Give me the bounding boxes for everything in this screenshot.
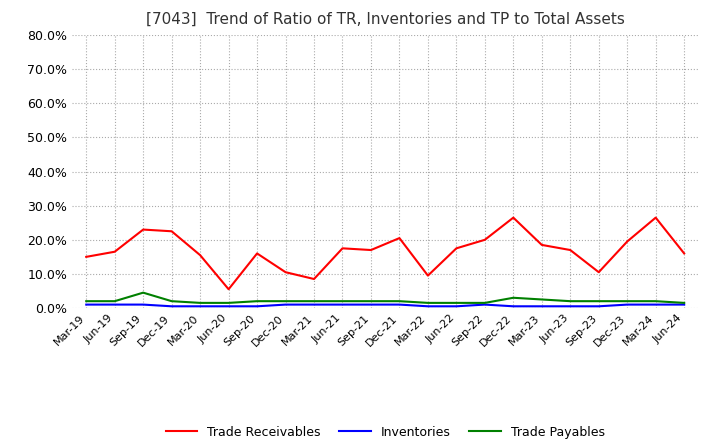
Trade Receivables [623,239,631,244]
Inventories [395,302,404,307]
Trade Payables [423,300,432,305]
Inventories [623,302,631,307]
Trade Receivables [680,251,688,256]
Trade Payables [480,300,489,305]
Title: [7043]  Trend of Ratio of TR, Inventories and TP to Total Assets: [7043] Trend of Ratio of TR, Inventories… [145,12,625,27]
Trade Receivables [82,254,91,260]
Legend: Trade Receivables, Inventories, Trade Payables: Trade Receivables, Inventories, Trade Pa… [161,421,610,440]
Trade Receivables [423,273,432,278]
Trade Receivables [366,247,375,253]
Trade Payables [253,299,261,304]
Trade Payables [82,299,91,304]
Trade Receivables [395,235,404,241]
Trade Payables [623,299,631,304]
Inventories [310,302,318,307]
Trade Payables [509,295,518,301]
Inventories [366,302,375,307]
Trade Payables [225,300,233,305]
Inventories [652,302,660,307]
Inventories [225,304,233,309]
Trade Payables [282,299,290,304]
Inventories [110,302,119,307]
Trade Payables [110,299,119,304]
Trade Receivables [509,215,518,220]
Trade Receivables [452,246,461,251]
Trade Receivables [167,229,176,234]
Trade Payables [310,299,318,304]
Trade Receivables [338,246,347,251]
Inventories [537,304,546,309]
Trade Payables [566,299,575,304]
Trade Payables [338,299,347,304]
Trade Receivables [310,276,318,282]
Trade Receivables [225,286,233,292]
Trade Payables [680,300,688,305]
Inventories [480,302,489,307]
Inventories [680,302,688,307]
Inventories [566,304,575,309]
Trade Receivables [595,270,603,275]
Trade Receivables [480,237,489,242]
Inventories [595,304,603,309]
Trade Receivables [139,227,148,232]
Line: Trade Receivables: Trade Receivables [86,218,684,289]
Inventories [196,304,204,309]
Trade Payables [196,300,204,305]
Trade Receivables [196,253,204,258]
Trade Receivables [253,251,261,256]
Trade Payables [167,299,176,304]
Inventories [423,304,432,309]
Inventories [253,304,261,309]
Inventories [139,302,148,307]
Trade Receivables [110,249,119,254]
Trade Payables [366,299,375,304]
Trade Payables [452,300,461,305]
Trade Payables [537,297,546,302]
Inventories [167,304,176,309]
Inventories [509,304,518,309]
Trade Receivables [566,247,575,253]
Inventories [82,302,91,307]
Trade Payables [652,299,660,304]
Line: Inventories: Inventories [86,304,684,306]
Line: Trade Payables: Trade Payables [86,293,684,303]
Trade Payables [139,290,148,295]
Trade Payables [395,299,404,304]
Trade Receivables [282,270,290,275]
Inventories [282,302,290,307]
Trade Receivables [537,242,546,248]
Trade Payables [595,299,603,304]
Inventories [338,302,347,307]
Trade Receivables [652,215,660,220]
Inventories [452,304,461,309]
